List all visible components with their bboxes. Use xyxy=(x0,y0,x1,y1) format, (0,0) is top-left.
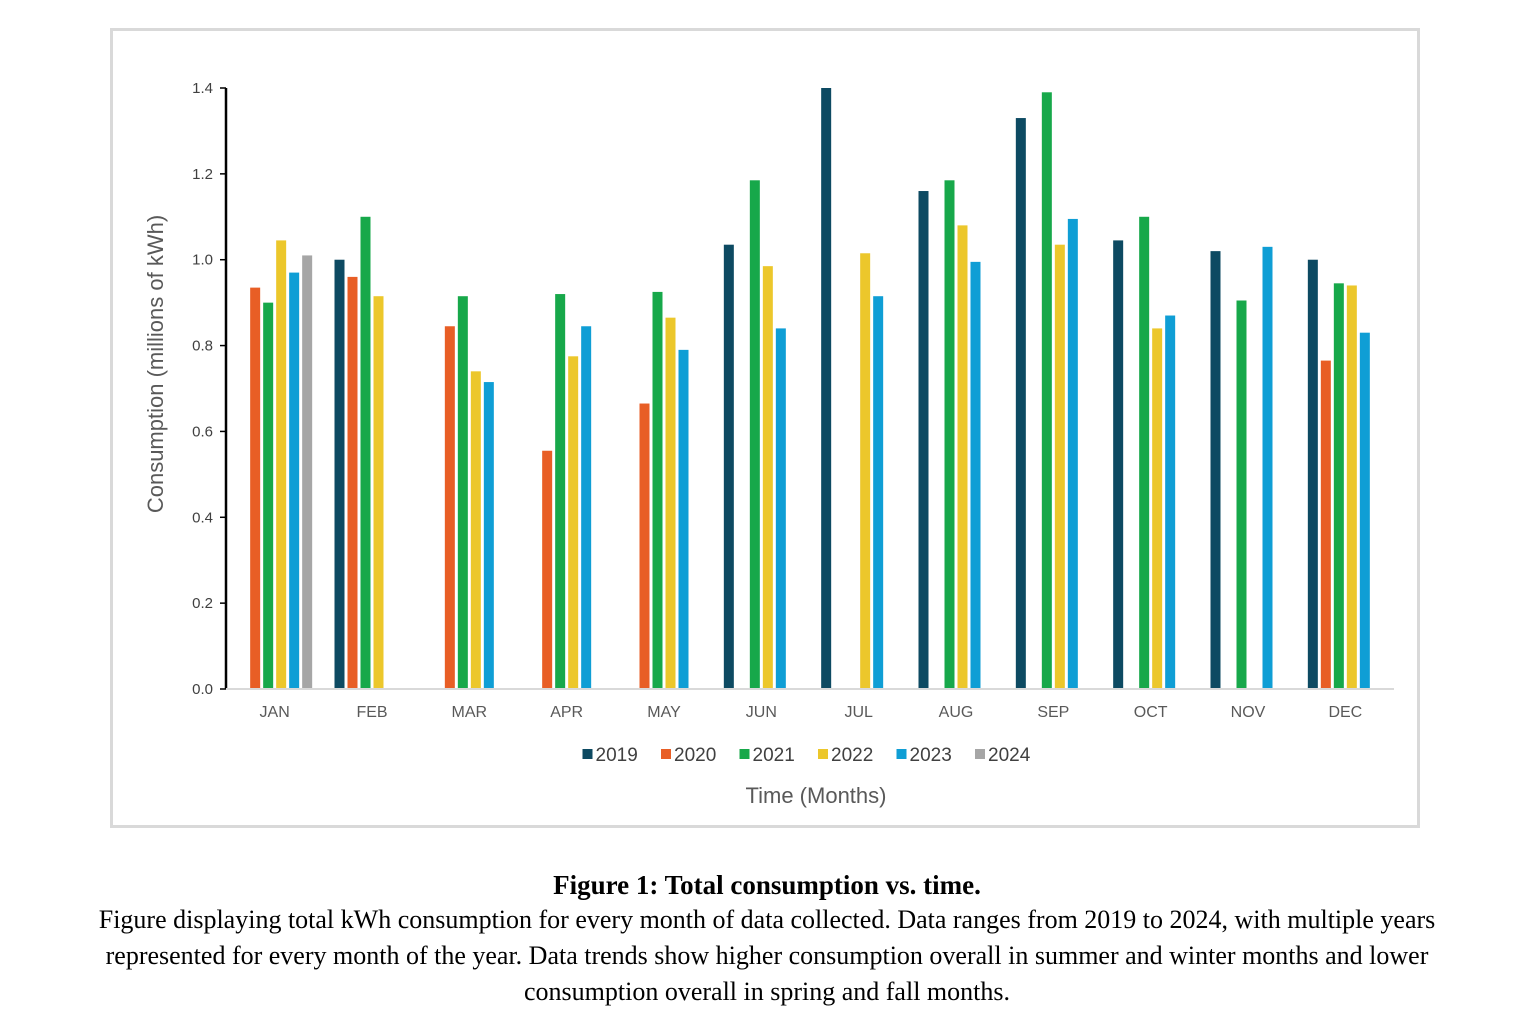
bar-2023-aug xyxy=(970,261,981,689)
legend-label-2020: 2020 xyxy=(674,745,716,766)
bar-2021-dec xyxy=(1333,283,1344,689)
x-tick-label: MAR xyxy=(452,704,488,721)
legend-label-2019: 2019 xyxy=(596,745,638,766)
bar-2023-sep xyxy=(1067,218,1078,690)
bar-2021-mar xyxy=(457,296,468,689)
figure-caption: Figure 1: Total consumption vs. time. Fi… xyxy=(40,868,1494,1010)
bar-2021-jun xyxy=(749,180,760,689)
bar-2023-nov xyxy=(1262,246,1273,690)
bar-2019-feb xyxy=(334,259,345,689)
bar-2021-sep xyxy=(1041,92,1052,690)
bar-2019-sep xyxy=(1015,118,1026,690)
y-axis-title: Consumption (millions of kWh) xyxy=(143,215,168,513)
caption-body: Figure displaying total kWh consumption … xyxy=(98,905,1436,1006)
legend-swatch-2020 xyxy=(661,749,671,759)
bar-2023-jul xyxy=(873,296,884,689)
x-tick-label: AUG xyxy=(939,704,974,721)
legend-swatch-2022 xyxy=(818,749,828,759)
x-tick-label: FEB xyxy=(356,704,387,721)
x-tick-label: JUL xyxy=(844,704,873,721)
y-tick-label: 0.8 xyxy=(192,338,213,355)
bar-2021-oct xyxy=(1139,216,1150,690)
bar-2022-mar xyxy=(470,371,481,689)
bar-2019-jun xyxy=(723,244,734,690)
bar-2019-nov xyxy=(1210,251,1221,689)
chart-svg: 0.0 0.2 0.4 0.6 0.8 1.0 1.2 1.4 JAN FEB MAR APR MAY… xyxy=(143,80,1394,808)
x-tick-label: JAN xyxy=(260,704,290,721)
legend-label-2022: 2022 xyxy=(831,745,873,766)
bar-2023-apr xyxy=(581,326,592,689)
bar-2022-may xyxy=(665,317,676,689)
bar-2022-dec xyxy=(1346,285,1357,689)
y-tick-label: 1.2 xyxy=(192,166,213,183)
bar-2022-feb xyxy=(373,296,384,689)
bar-2019-jul xyxy=(821,88,832,689)
x-tick-label: APR xyxy=(550,704,583,721)
bar-2022-sep xyxy=(1054,244,1065,690)
bars xyxy=(250,88,1370,690)
bar-2023-jun xyxy=(775,328,786,689)
bar-2019-oct xyxy=(1113,240,1124,689)
bar-2021-aug xyxy=(944,180,955,689)
x-axis: JAN FEB MAR APR MAY JUN JUL AUG SEP OCT NOV DEC xyxy=(226,688,1394,721)
bar-2022-oct xyxy=(1152,328,1163,689)
x-tick-label: NOV xyxy=(1231,704,1266,721)
chart-frame: 0.0 0.2 0.4 0.6 0.8 1.0 1.2 1.4 JAN FEB MAR APR MAY… xyxy=(110,28,1420,828)
legend: 2019 2020 2021 2022 2023 2024 xyxy=(582,745,1031,766)
bar-2023-mar xyxy=(483,382,494,689)
y-tick-label: 0.4 xyxy=(192,509,213,526)
bar-2023-may xyxy=(678,349,689,689)
bar-2023-jan xyxy=(289,272,300,689)
bar-2021-may xyxy=(652,291,663,689)
legend-swatch-2019 xyxy=(582,749,593,759)
bar-2020-may xyxy=(639,403,650,689)
y-tick-label: 1.4 xyxy=(192,80,213,97)
y-axis: 0.0 0.2 0.4 0.6 0.8 1.0 1.2 1.4 xyxy=(192,80,228,698)
bar-2020-feb xyxy=(347,276,358,689)
bar-2020-mar xyxy=(444,326,455,689)
x-tick-label: SEP xyxy=(1037,704,1069,721)
legend-swatch-2021 xyxy=(739,749,750,759)
bar-2020-jan xyxy=(250,287,261,689)
bar-2020-dec xyxy=(1320,360,1331,689)
legend-label-2023: 2023 xyxy=(910,745,952,766)
bar-2021-jan xyxy=(263,302,274,689)
bar-2022-jun xyxy=(762,266,773,689)
bar-2019-dec xyxy=(1307,259,1318,689)
legend-label-2024: 2024 xyxy=(988,745,1031,766)
bar-2019-aug xyxy=(918,191,929,689)
bar-2022-aug xyxy=(957,225,968,689)
x-tick-label: JUN xyxy=(746,704,777,721)
y-tick-label: 0.6 xyxy=(192,423,213,440)
x-tick-label: OCT xyxy=(1134,704,1168,721)
x-tick-label: MAY xyxy=(647,704,681,721)
bar-2023-dec xyxy=(1359,332,1370,689)
bar-2023-oct xyxy=(1165,315,1176,689)
x-axis-title: Time (Months) xyxy=(746,783,887,808)
legend-swatch-2024 xyxy=(975,749,985,759)
bar-2021-nov xyxy=(1236,300,1247,689)
bar-2022-apr xyxy=(568,356,579,689)
legend-label-2021: 2021 xyxy=(753,745,795,766)
y-tick-label: 1.0 xyxy=(192,252,213,269)
bar-2024-jan xyxy=(302,255,313,689)
y-tick-label: 0.0 xyxy=(192,681,213,698)
bar-2022-jul xyxy=(860,253,871,689)
y-tick-label: 0.2 xyxy=(192,595,213,612)
legend-swatch-2023 xyxy=(896,749,907,759)
bar-2021-feb xyxy=(360,216,371,690)
bar-2021-apr xyxy=(555,294,566,689)
caption-title: Figure 1: Total consumption vs. time. xyxy=(553,870,981,900)
bar-2022-jan xyxy=(276,240,287,689)
x-tick-label: DEC xyxy=(1328,704,1362,721)
bar-2020-apr xyxy=(542,450,553,689)
